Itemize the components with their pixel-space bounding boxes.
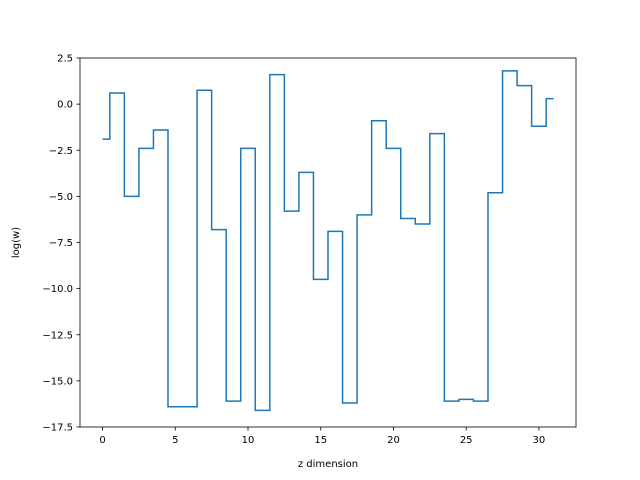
y-tick-label: −7.5 [49, 238, 73, 249]
x-tick-label: 25 [460, 435, 473, 446]
y-tick-label: −15.0 [42, 376, 73, 387]
x-tick-label: 0 [99, 435, 105, 446]
x-axis-label: z dimension [298, 459, 358, 470]
plot-area [102, 70, 554, 412]
x-tick-label: 20 [387, 435, 400, 446]
x-tick-label: 10 [242, 435, 255, 446]
y-tick-label: −17.5 [42, 423, 73, 434]
axes: 0 5 10 15 20 25 30 −17.5 −15.0 −12.5 −10.0 −7.5 −5.0… [42, 54, 577, 446]
x-tick-label: 30 [533, 435, 546, 446]
y-tick-label: 2.5 [57, 54, 73, 65]
y-tick-label: 0.0 [57, 100, 73, 111]
y-tick-label: −12.5 [42, 330, 73, 341]
x-tick-label: 5 [172, 435, 178, 446]
y-tick-label: −2.5 [49, 146, 73, 157]
y-axis-label: log(w) [11, 227, 22, 258]
y-tick-label: −5.0 [49, 192, 73, 203]
series-line-0 [102, 70, 554, 412]
x-tick-label: 15 [314, 435, 327, 446]
y-tick-label: −10.0 [42, 284, 73, 295]
